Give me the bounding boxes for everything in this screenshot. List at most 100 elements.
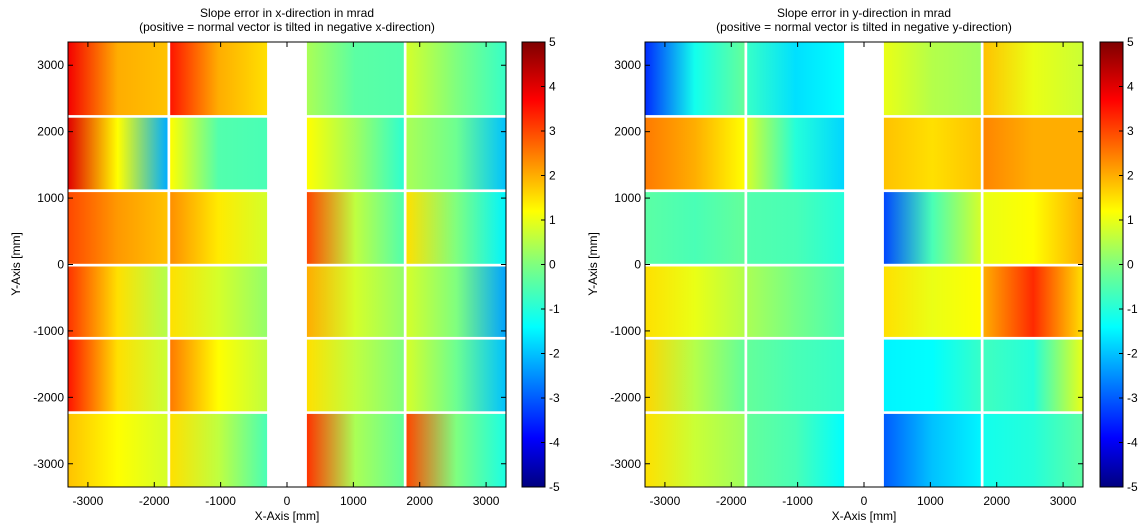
colorbar-tick-label: -1 bbox=[1127, 302, 1138, 316]
y-tick-label: -2000 bbox=[610, 390, 641, 404]
y-tick-label: 1000 bbox=[614, 191, 641, 205]
colorbar-tick-label: -1 bbox=[549, 302, 560, 316]
colorbar-tick-label: 5 bbox=[1127, 35, 1134, 49]
colorbar-tick-label: 0 bbox=[1127, 258, 1134, 272]
y-tick-label: 0 bbox=[57, 258, 64, 272]
slope-error-x-panel: Slope error in x-direction in mrad (posi… bbox=[9, 6, 560, 523]
heatmap-tile bbox=[306, 339, 404, 412]
colorbar-ticks: 5 4 3 2 1 0 -1 -2 -3 -4 -5 bbox=[541, 35, 560, 494]
x-axis-label: X-Axis [mm] bbox=[832, 509, 897, 523]
y-tick-label: 2000 bbox=[614, 125, 641, 139]
colorbar-ticks: 5 4 3 2 1 0 -1 -2 -3 -4 -5 bbox=[1119, 35, 1138, 494]
y-tick-label: -2000 bbox=[33, 390, 64, 404]
colorbar-tick-label: 3 bbox=[549, 124, 556, 138]
y-tick-label: 3000 bbox=[614, 58, 641, 72]
colorbar-tick-label: 0 bbox=[549, 258, 556, 272]
plot-area bbox=[645, 42, 1083, 487]
heatmap-tile bbox=[306, 117, 404, 190]
heatmap-tile bbox=[306, 266, 404, 337]
colorbar-tick-label: 4 bbox=[549, 80, 556, 94]
heatmap-tile bbox=[68, 192, 168, 264]
colorbar-tick-label: -3 bbox=[1127, 391, 1138, 405]
y-tick-label: -1000 bbox=[610, 324, 641, 338]
heatmap-tile bbox=[306, 192, 404, 264]
heatmap-tile bbox=[883, 192, 981, 264]
heatmap-tile bbox=[68, 413, 168, 487]
heatmap-tile bbox=[883, 339, 981, 412]
heatmap-tile bbox=[68, 266, 168, 337]
y-tick-label: 1000 bbox=[37, 191, 64, 205]
heatmap-facets bbox=[645, 42, 1083, 487]
x-tick-label: 2000 bbox=[983, 494, 1010, 508]
x-tick-label: -1000 bbox=[782, 494, 813, 508]
x-axis-ticks: -3000 -2000 -1000 0 1000 2000 3000 bbox=[650, 42, 1077, 508]
heatmap-tile bbox=[170, 413, 268, 487]
heatmap-tile bbox=[306, 413, 404, 487]
heatmap-tile bbox=[406, 413, 506, 487]
heatmap-tile bbox=[406, 266, 506, 337]
heatmap-tile bbox=[406, 42, 506, 116]
y-tick-label: -3000 bbox=[610, 457, 641, 471]
slope-error-y-panel: Slope error in y-direction in mrad (posi… bbox=[586, 6, 1138, 523]
colorbar-tick-label: 1 bbox=[549, 213, 556, 227]
heatmap-tile bbox=[68, 339, 168, 412]
y-tick-label: 3000 bbox=[37, 58, 64, 72]
heatmap-tile bbox=[747, 266, 845, 337]
heatmap-tile bbox=[406, 192, 506, 264]
colorbar-tick-label: -2 bbox=[549, 347, 560, 361]
y-axis-ticks: -3000 -2000 -1000 0 1000 2000 3000 bbox=[33, 58, 506, 471]
colorbar-tick-label: 5 bbox=[549, 35, 556, 49]
colorbar-tick-label: -5 bbox=[549, 480, 560, 494]
colorbar-tick-label: -5 bbox=[1127, 480, 1138, 494]
chart-title: Slope error in x-direction in mrad bbox=[200, 6, 374, 20]
heatmap-tile bbox=[747, 339, 845, 412]
x-tick-label: 0 bbox=[861, 494, 868, 508]
heatmap-tile bbox=[747, 413, 845, 487]
y-axis-label: Y-Axis [mm] bbox=[9, 232, 23, 296]
heatmap-tile bbox=[406, 117, 506, 190]
chart-title: Slope error in y-direction in mrad bbox=[777, 6, 951, 20]
colorbar-tick-label: -4 bbox=[1127, 436, 1138, 450]
heatmap-tile bbox=[883, 117, 981, 190]
x-tick-label: -2000 bbox=[716, 494, 747, 508]
heatmap-tile bbox=[747, 42, 845, 116]
heatmap-tile bbox=[645, 192, 745, 264]
x-tick-label: -3000 bbox=[73, 494, 104, 508]
y-tick-label: -3000 bbox=[33, 457, 64, 471]
colorbar-tick-label: 2 bbox=[1127, 169, 1134, 183]
heatmap-tile bbox=[170, 266, 268, 337]
heatmap-tile bbox=[645, 42, 745, 116]
heatmap-tile bbox=[170, 339, 268, 412]
x-tick-label: 1000 bbox=[917, 494, 944, 508]
colorbar-tick-label: -4 bbox=[549, 436, 560, 450]
heatmap-tile bbox=[983, 192, 1083, 264]
heatmap-tile bbox=[68, 42, 168, 116]
chart-subtitle: (positive = normal vector is tilted in n… bbox=[716, 20, 1012, 34]
colorbar-tick-label: 2 bbox=[549, 169, 556, 183]
colorbar-tick-label: 3 bbox=[1127, 124, 1134, 138]
heatmap-tile bbox=[747, 192, 845, 264]
heatmap-tile bbox=[645, 339, 745, 412]
y-tick-label: -1000 bbox=[33, 324, 64, 338]
y-tick-label: 2000 bbox=[37, 125, 64, 139]
x-tick-label: 0 bbox=[284, 494, 291, 508]
heatmap-tile bbox=[170, 42, 268, 116]
heatmap-tile bbox=[983, 42, 1083, 116]
heatmap-tile bbox=[645, 117, 745, 190]
y-tick-label: 0 bbox=[634, 258, 641, 272]
heatmap-tile bbox=[170, 117, 268, 190]
heatmap-tile bbox=[983, 339, 1083, 412]
x-tick-label: 3000 bbox=[473, 494, 500, 508]
heatmap-tile bbox=[306, 42, 404, 116]
x-tick-label: 1000 bbox=[340, 494, 367, 508]
colorbar-tick-label: -3 bbox=[549, 391, 560, 405]
heatmap-tile bbox=[68, 117, 168, 190]
heatmap-tile bbox=[645, 266, 745, 337]
colorbar-tick-label: 1 bbox=[1127, 213, 1134, 227]
heatmap-tile bbox=[883, 42, 981, 116]
x-tick-label: 2000 bbox=[406, 494, 433, 508]
x-tick-label: -1000 bbox=[205, 494, 236, 508]
heatmap-tile bbox=[983, 413, 1083, 487]
x-tick-label: -2000 bbox=[139, 494, 170, 508]
